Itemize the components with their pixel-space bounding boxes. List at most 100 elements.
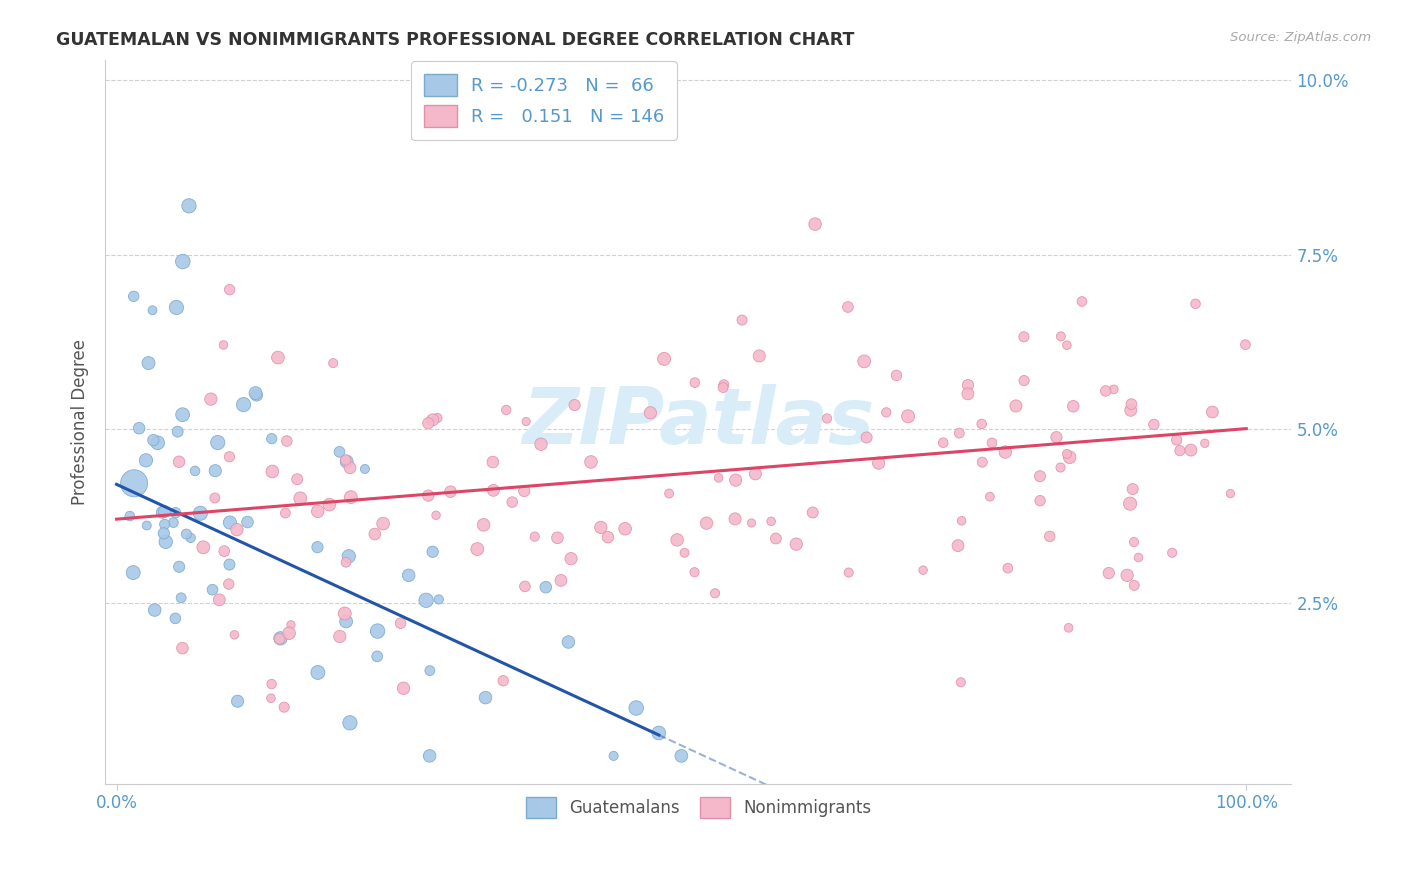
Point [193, 541, 215, 555]
Point [949, 675, 972, 690]
Point [1029, 493, 1052, 508]
Point [146, 435, 169, 450]
Point [335, 555, 357, 569]
Point [389, 616, 412, 631]
Point [335, 615, 357, 629]
Point [741, 516, 763, 530]
Point [624, 701, 647, 715]
Point [530, 437, 553, 451]
Point [318, 498, 340, 512]
Point [285, 472, 308, 486]
Point [1122, 482, 1144, 496]
Point [371, 516, 394, 531]
Point [339, 715, 361, 730]
Point [1098, 566, 1121, 580]
Point [245, 388, 267, 402]
Point [785, 537, 807, 551]
Point [422, 413, 444, 427]
Text: Source: ZipAtlas.com: Source: ZipAtlas.com [1230, 31, 1371, 45]
Point [596, 530, 619, 544]
Point [1123, 535, 1146, 549]
Point [673, 546, 696, 560]
Point [328, 445, 350, 459]
Point [398, 568, 420, 582]
Point [534, 580, 557, 594]
Point [956, 378, 979, 392]
Point [1180, 443, 1202, 458]
Point [546, 531, 568, 545]
Point [564, 398, 586, 412]
Point [1219, 486, 1241, 500]
Point [170, 591, 193, 605]
Point [392, 681, 415, 696]
Point [815, 411, 838, 425]
Point [1056, 447, 1078, 461]
Point [482, 455, 505, 469]
Point [218, 283, 240, 297]
Point [759, 514, 782, 528]
Point [273, 700, 295, 714]
Point [997, 561, 1019, 575]
Point [560, 551, 582, 566]
Point [167, 455, 190, 469]
Point [419, 664, 441, 678]
Point [1166, 433, 1188, 447]
Legend: Guatemalans, Nonimmigrants: Guatemalans, Nonimmigrants [517, 789, 879, 826]
Point [337, 549, 360, 564]
Point [1059, 450, 1081, 465]
Point [260, 677, 283, 691]
Point [172, 254, 194, 268]
Point [1045, 430, 1067, 444]
Point [339, 460, 361, 475]
Point [208, 592, 231, 607]
Point [122, 566, 145, 580]
Point [218, 577, 240, 591]
Point [138, 356, 160, 370]
Point [472, 517, 495, 532]
Point [1168, 443, 1191, 458]
Point [515, 415, 537, 429]
Point [868, 456, 890, 470]
Point [1057, 621, 1080, 635]
Point [276, 434, 298, 448]
Point [912, 563, 935, 577]
Point [177, 199, 200, 213]
Point [804, 217, 827, 231]
Point [336, 454, 359, 468]
Point [602, 748, 624, 763]
Point [652, 351, 675, 366]
Point [704, 586, 727, 600]
Point [801, 506, 824, 520]
Point [165, 506, 187, 520]
Point [1184, 297, 1206, 311]
Point [838, 566, 860, 580]
Point [744, 467, 766, 481]
Point [748, 349, 770, 363]
Point [142, 433, 165, 447]
Point [118, 509, 141, 524]
Point [135, 453, 157, 467]
Point [366, 649, 388, 664]
Point [218, 558, 240, 572]
Point [707, 471, 730, 485]
Point [425, 508, 447, 523]
Point [658, 486, 681, 500]
Point [724, 512, 747, 526]
Point [141, 303, 163, 318]
Point [367, 624, 389, 638]
Point [426, 411, 449, 425]
Point [579, 455, 602, 469]
Point [1143, 417, 1166, 432]
Point [1119, 403, 1142, 417]
Point [153, 526, 176, 541]
Point [418, 489, 440, 503]
Point [948, 426, 970, 441]
Point [280, 617, 302, 632]
Point [731, 313, 754, 327]
Point [267, 351, 290, 365]
Point [201, 582, 224, 597]
Point [474, 690, 496, 705]
Point [640, 406, 662, 420]
Point [837, 300, 859, 314]
Point [696, 516, 718, 530]
